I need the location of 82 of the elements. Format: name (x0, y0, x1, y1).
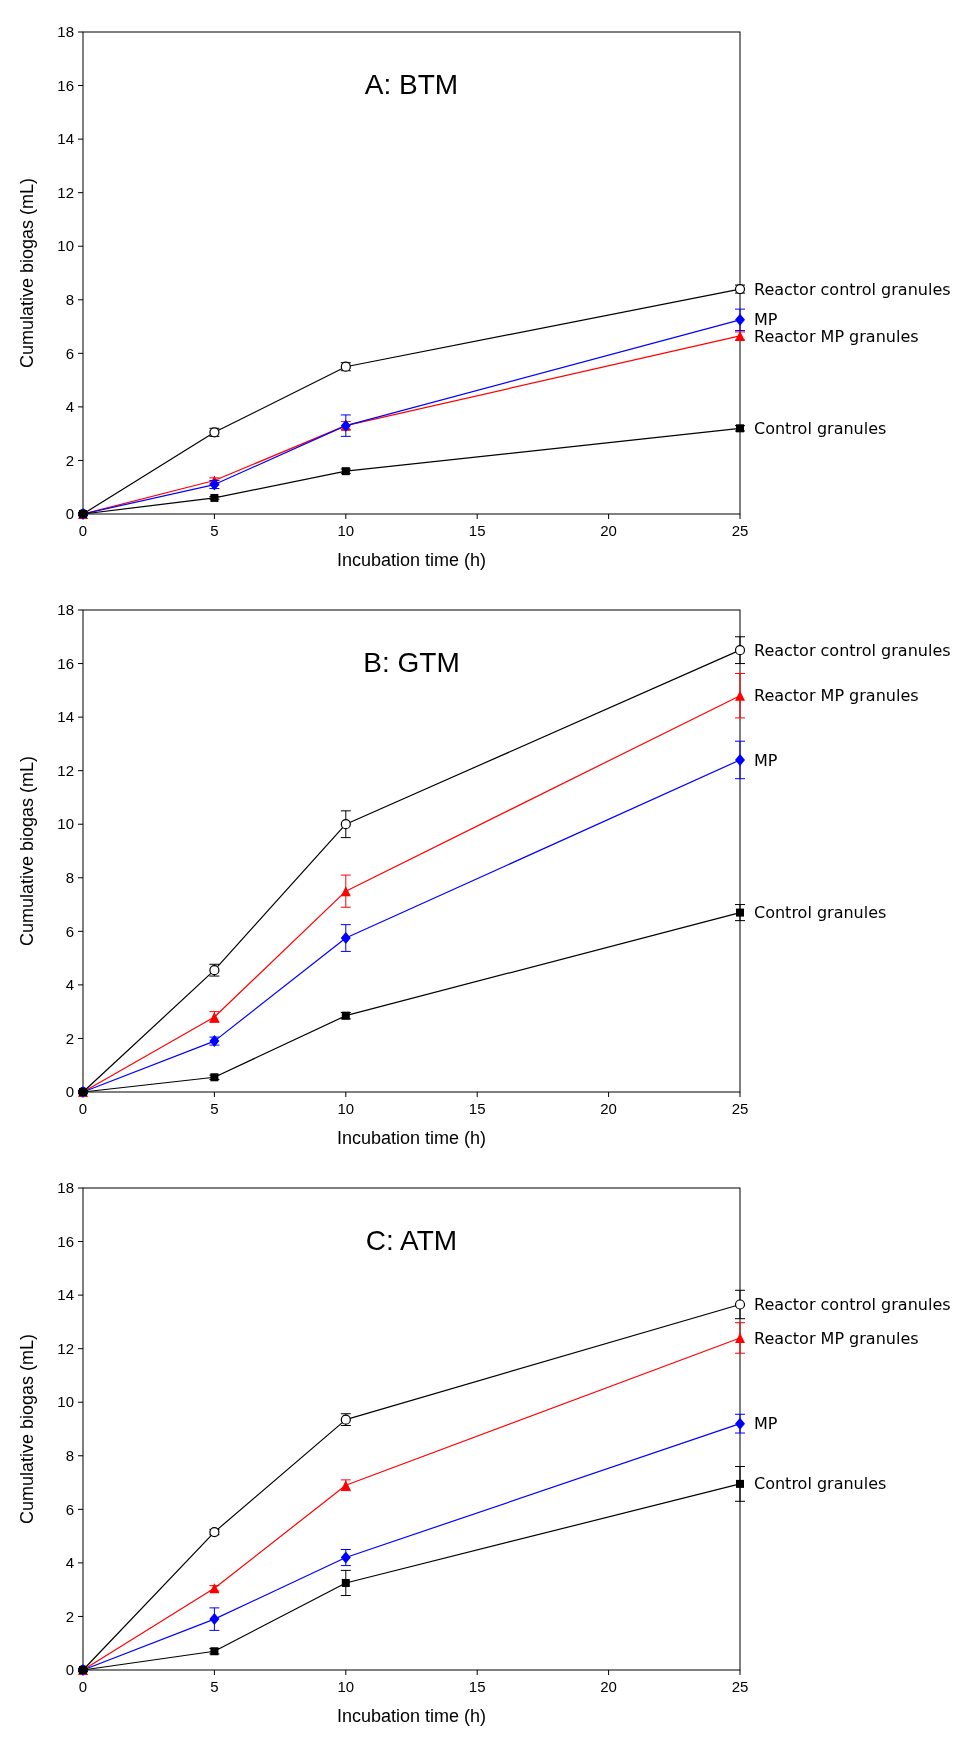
y-tick-label: 4 (65, 398, 74, 416)
text: C: ATM (365, 1225, 458, 1256)
series-label: Reactor MP granules (754, 1328, 919, 1348)
y-tick-label: 18 (57, 23, 74, 41)
x-tick-label: 25 (731, 522, 749, 539)
y-tick-label: 8 (65, 291, 74, 309)
y-tick-label: 0 (65, 1083, 74, 1101)
x-tick-label: 25 (731, 1100, 749, 1117)
y-axis-title: Cumulative biogas (mL) (17, 1333, 37, 1525)
y-tick-label: 10 (57, 815, 74, 833)
y-tick-label: 14 (57, 708, 74, 726)
x-tick-label: 0 (78, 1100, 88, 1117)
point (735, 690, 745, 701)
y-tick-label: 12 (57, 1339, 74, 1357)
point (735, 1332, 745, 1343)
y-tick-label: 2 (65, 1607, 74, 1625)
series-label: MP (754, 310, 778, 330)
y-tick-label: 16 (57, 1232, 74, 1250)
x-tick-label: 15 (468, 522, 486, 539)
x-axis-title: Incubation time (h) (336, 1128, 487, 1148)
y-tick-label: 18 (57, 601, 74, 619)
point (736, 1479, 744, 1488)
text: B: GTM (363, 647, 460, 678)
y-tick-label: 14 (57, 1286, 74, 1304)
x-tick-label: 0 (78, 1678, 88, 1695)
y-tick-label: 10 (57, 237, 74, 255)
series-label: MP (754, 1414, 778, 1434)
x-tick-label: 10 (337, 522, 355, 539)
x-tick-label: 10 (337, 1100, 355, 1117)
series-label: Control granules (754, 1474, 887, 1494)
y-axis-title: Cumulative biogas (mL) (17, 177, 37, 369)
point (340, 932, 351, 945)
x-tick-label: 20 (600, 522, 617, 539)
series-label: Reactor control granules (754, 1295, 951, 1315)
x-tick-label: 0 (78, 522, 88, 539)
point (209, 1613, 220, 1626)
x-tick-label: 10 (337, 1678, 355, 1695)
x-tick-label: 5 (210, 522, 219, 539)
y-tick-label: 12 (57, 183, 74, 201)
x-axis-title: Incubation time (h) (336, 1706, 487, 1726)
text: A: BTM (364, 69, 459, 100)
point (735, 753, 745, 766)
series-label: MP (754, 750, 778, 770)
series-label: Reactor MP granules (754, 686, 919, 706)
y-tick-label: 0 (65, 505, 74, 523)
y-tick-label: 14 (57, 130, 74, 148)
y-tick-label: 2 (65, 451, 74, 469)
point (734, 645, 746, 656)
series-label: Control granules (754, 903, 887, 923)
y-tick-label: 16 (57, 654, 74, 672)
y-tick-label: 2 (65, 1029, 74, 1047)
x-axis-title: Incubation time (h) (336, 550, 487, 570)
y-tick-label: 10 (57, 1393, 74, 1411)
y-axis-title: Cumulative biogas (mL) (17, 755, 37, 947)
y-tick-label: 6 (65, 344, 74, 362)
point (735, 1417, 745, 1430)
point (340, 819, 351, 830)
x-tick-label: 5 (210, 1678, 219, 1695)
y-tick-label: 6 (65, 1500, 74, 1518)
x-tick-label: 25 (731, 1678, 749, 1695)
y-tick-label: 4 (65, 976, 74, 994)
y-tick-label: 4 (65, 1554, 74, 1572)
series-label: Reactor control granules (754, 279, 951, 299)
x-tick-label: 5 (210, 1100, 219, 1117)
y-tick-label: 6 (65, 922, 74, 940)
x-tick-label: 15 (468, 1678, 486, 1695)
y-tick-label: 8 (65, 869, 74, 887)
series-label: Control granules (754, 418, 887, 438)
x-tick-label: 20 (600, 1100, 617, 1117)
series-label: Reactor control granules (754, 640, 951, 660)
point (340, 886, 351, 897)
point (734, 1299, 746, 1310)
point (341, 1578, 350, 1587)
y-tick-label: 12 (57, 761, 74, 779)
y-tick-label: 18 (57, 1179, 74, 1197)
y-tick-label: 16 (57, 76, 74, 94)
x-tick-label: 20 (600, 1678, 617, 1695)
point (735, 313, 745, 326)
x-tick-label: 15 (468, 1100, 486, 1117)
y-tick-label: 8 (65, 1447, 74, 1465)
series-label: Reactor MP granules (754, 327, 919, 347)
y-tick-label: 0 (65, 1661, 74, 1679)
